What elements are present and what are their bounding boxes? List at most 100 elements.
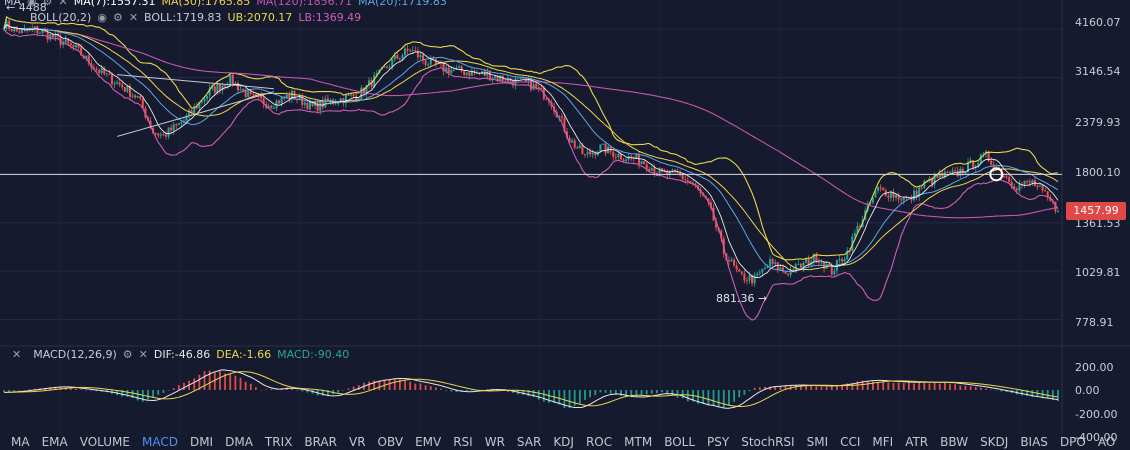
close-icon[interactable]: ✕ [138,348,148,361]
tab-macd[interactable]: MACD [141,435,178,449]
macd-bar [18,390,21,391]
candles [3,18,1059,287]
dif-line [3,369,1059,409]
candle-body [959,168,962,176]
gear-icon[interactable]: ⚙ [42,0,53,8]
candle-body [200,101,203,103]
gear-icon[interactable]: ⚙ [112,11,123,24]
tab-mfi[interactable]: MFI [872,435,894,449]
tab-stochrsi[interactable]: StochRSI [741,435,795,449]
candle-body [897,194,900,200]
macd-bar [198,374,201,390]
price-tick: 1800.10 [1075,166,1121,179]
boll-ub-value: UB:2070.17 [227,11,293,24]
macd-bar [162,390,165,393]
candle-body [617,153,620,157]
tab-boll[interactable]: BOLL [664,435,696,449]
tab-ma[interactable]: MA [11,435,30,449]
macd-bar [722,390,725,409]
candle-body [766,266,769,268]
candle-body [236,82,239,91]
tab-ema[interactable]: EMA [41,435,68,449]
tab-brar[interactable]: BRAR [304,435,337,449]
tab-wr[interactable]: WR [484,435,505,449]
candle-body [247,91,250,97]
tab-mtm[interactable]: MTM [624,435,653,449]
tab-dma[interactable]: DMA [225,435,253,449]
macd-bar [136,390,139,401]
price-tick: 3146.54 [1075,65,1121,78]
candle-body [13,27,16,32]
candle-body [807,258,810,266]
macd-bar [717,390,720,408]
tab-dmi[interactable]: DMI [189,435,214,449]
candle-body [244,89,247,97]
tab-volume[interactable]: VOLUME [79,435,130,449]
candle-body [761,268,764,273]
macd-bar [589,390,592,398]
macd-bar [522,390,525,395]
macd-bar [800,385,802,390]
candle-body [218,83,221,91]
close-icon[interactable]: ✕ [58,0,68,8]
tab-smi[interactable]: SMI [806,435,829,449]
candle-body [242,89,245,91]
candle-body [285,95,288,99]
macd-bar [234,375,237,390]
collapse-icon[interactable]: ✕ [12,348,22,361]
candle-body [429,58,432,65]
candle-body [964,171,967,174]
tab-obv[interactable]: OBV [377,435,404,449]
tab-dpo[interactable]: DPO [1059,435,1086,449]
macd-bar [568,390,571,409]
candle-body [36,26,39,34]
candle-body [254,94,257,96]
candle-body [198,101,201,109]
candle-body [80,47,83,56]
tab-rsi[interactable]: RSI [453,435,473,449]
macd-bar [321,390,324,396]
candle-body [820,262,823,264]
eye-icon[interactable]: ◉ [97,11,107,24]
tab-bbw[interactable]: BBW [940,435,969,449]
candle-body [892,192,895,198]
candle-body [396,55,399,59]
close-icon[interactable]: ✕ [128,11,139,24]
candle-body [745,280,748,282]
tab-roc[interactable]: ROC [585,435,613,449]
tab-kdj[interactable]: KDJ [553,435,574,449]
candle-body [571,140,574,143]
candle-body [833,270,836,275]
tab-trix[interactable]: TRIX [264,435,293,449]
eye-icon[interactable]: ◉ [27,0,37,8]
tab-cci[interactable]: CCI [840,435,861,449]
tab-ao[interactable]: AO [1097,435,1116,449]
tab-vr[interactable]: VR [348,435,366,449]
tab-sar[interactable]: SAR [516,435,542,449]
tab-bias[interactable]: BIAS [1020,435,1048,449]
candle-body [776,262,779,271]
tab-atr[interactable]: ATR [905,435,929,449]
macd-bar [764,386,766,390]
macd-bar [774,386,777,390]
tab-emv[interactable]: EMV [415,435,442,449]
candle-body [314,102,317,106]
macd-bar [342,390,345,391]
tab-skdj[interactable]: SKDJ [980,435,1009,449]
candle-body [771,259,774,264]
macd-bar [224,373,226,390]
candle-body [33,26,36,29]
macd-bar [33,388,36,390]
candle-body [460,66,463,72]
candle-body [188,110,191,116]
candle-body [100,68,103,74]
tab-psy[interactable]: PSY [707,435,730,449]
candle-body [949,172,952,174]
macd-bar [183,382,185,390]
gear-icon[interactable]: ⚙ [122,348,133,361]
indicator-tabs: MA EMA VOLUME MACD DMI DMA TRIX BRAR VR OBV EMV RSI… [0,434,1130,450]
macd-bar [54,386,57,390]
candle-body [1018,184,1021,191]
macd-bar [193,378,196,390]
